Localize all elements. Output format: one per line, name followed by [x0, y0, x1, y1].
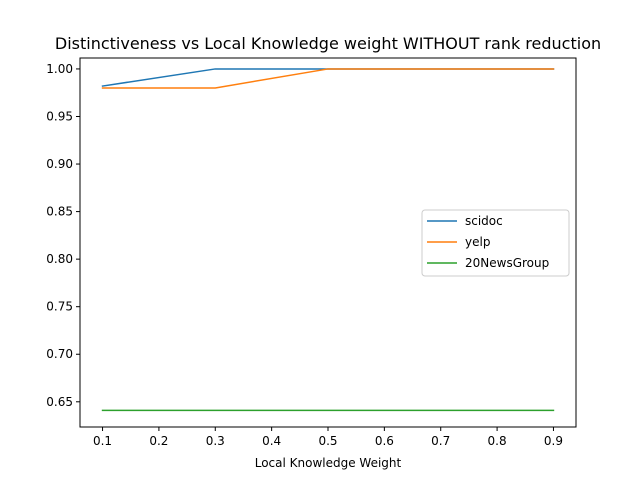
legend-box — [421, 209, 570, 277]
y-tick-label: 0.80 — [46, 252, 73, 266]
x-tick-label: 0.3 — [206, 434, 225, 448]
x-tick-label: 0.5 — [318, 434, 337, 448]
x-tick-label: 0.1 — [93, 434, 112, 448]
y-tick-label: 1.00 — [46, 62, 73, 76]
x-tick-label: 0.6 — [375, 434, 394, 448]
legend: scidoc yelp 20NewsGroup — [421, 209, 570, 277]
x-tick-label: 0.8 — [488, 434, 507, 448]
series-line-scidoc — [101, 68, 555, 87]
y-tick-label: 0.65 — [46, 395, 73, 409]
legend-label-20newsgroup: 20NewsGroup — [465, 256, 549, 270]
x-tick-label: 0.2 — [149, 434, 168, 448]
x-tick-label: 0.4 — [262, 434, 281, 448]
x-axis-ticks: 0.1 0.2 0.3 0.4 0.5 0.6 0.7 0.8 0.9 — [93, 427, 563, 448]
x-tick-label: 0.7 — [431, 434, 450, 448]
y-tick-label: 0.70 — [46, 347, 73, 361]
y-tick-label: 0.95 — [46, 109, 73, 123]
y-axis-ticks: 0.65 0.70 0.75 0.80 0.85 0.90 0.95 1.00 — [46, 62, 80, 409]
x-tick-label: 0.9 — [544, 434, 563, 448]
y-tick-label: 0.75 — [46, 300, 73, 314]
y-tick-label: 0.85 — [46, 205, 73, 219]
y-tick-label: 0.90 — [46, 157, 73, 171]
series-line-yelp — [101, 68, 555, 89]
chart-title: Distinctiveness vs Local Knowledge weigh… — [55, 34, 601, 53]
legend-label-yelp: yelp — [465, 235, 490, 249]
x-axis-label: Local Knowledge Weight — [255, 456, 402, 470]
legend-label-scidoc: scidoc — [465, 214, 503, 228]
series-layer — [101, 68, 555, 412]
